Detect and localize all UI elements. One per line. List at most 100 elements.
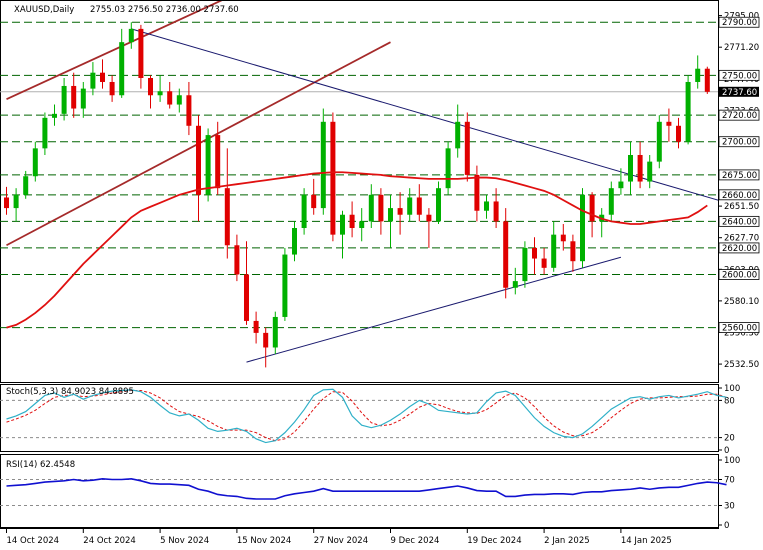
candle-body <box>378 194 384 222</box>
candle-body <box>109 81 115 96</box>
current-price-label: 2737.60 <box>722 88 757 98</box>
ohlc-header: 2755.03 2756.50 2736.00 2737.60 <box>90 5 239 15</box>
rsi-title: RSI(14) 62.4548 <box>6 460 75 470</box>
moving-average-line <box>6 171 708 329</box>
price-tick-label: 2651.50 <box>724 202 759 212</box>
level-price-label: 2720.00 <box>722 111 757 121</box>
level-price-box <box>718 215 760 227</box>
date-tick-label: 9 Dec 2024 <box>391 536 440 546</box>
candle-body <box>119 42 125 96</box>
candle-body <box>23 176 29 195</box>
candle-body <box>474 174 480 211</box>
candle-body <box>148 77 153 96</box>
candle-body <box>42 117 48 149</box>
candle-body <box>244 274 249 321</box>
stoch-tick-label: 20 <box>724 434 735 444</box>
candle-body <box>253 320 259 333</box>
date-tick-label: 5 Nov 2024 <box>160 536 209 546</box>
candle-body <box>628 154 633 182</box>
candle-body <box>416 197 422 215</box>
candle-body <box>426 214 432 222</box>
rsi-tick-label: 30 <box>724 502 735 512</box>
date-tick-label: 27 Nov 2024 <box>314 536 368 546</box>
candle-body <box>263 332 269 348</box>
candle-body <box>637 154 643 182</box>
candle-body <box>292 228 297 255</box>
level-price-box <box>718 322 760 333</box>
candle-body <box>311 194 317 209</box>
candle-body <box>551 234 557 268</box>
candle-body <box>320 121 326 209</box>
symbol-header: XAUUSD,Daily <box>14 5 74 15</box>
candle-body <box>666 121 672 126</box>
candle-body <box>215 135 221 189</box>
stoch-k-line <box>6 388 727 444</box>
candle-body <box>138 28 144 78</box>
candle-body <box>512 281 518 288</box>
candle-body <box>234 245 240 275</box>
level-price-box <box>718 269 760 280</box>
candle-body <box>272 316 278 348</box>
level-price-box <box>718 16 760 28</box>
level-price-box <box>718 169 760 181</box>
rsi-tick-label: 100 <box>724 456 740 466</box>
candle-body <box>676 125 681 142</box>
candle-body <box>205 135 211 195</box>
price-tick-label: 2795.00 <box>724 12 759 22</box>
date-tick-label: 19 Dec 2024 <box>467 536 521 546</box>
descending-trendline <box>131 28 718 201</box>
candle-body <box>704 68 710 92</box>
candle-body <box>685 81 691 142</box>
candle-body <box>349 214 355 229</box>
rsi-tick-label: 70 <box>724 476 735 486</box>
level-price-label: 2750.00 <box>722 71 757 81</box>
current-price-box <box>719 86 759 97</box>
date-tick-label: 24 Oct 2024 <box>83 536 136 546</box>
candle-body <box>128 28 134 43</box>
candle-body <box>580 194 585 262</box>
candle-body <box>176 95 182 105</box>
candle-body <box>90 72 96 89</box>
candle-body <box>464 121 470 175</box>
level-price-label: 2700.00 <box>722 138 757 148</box>
candle-body <box>359 221 365 229</box>
level-price-label: 2560.00 <box>722 324 757 334</box>
candle-body <box>32 148 38 177</box>
candle-body <box>695 68 701 82</box>
candle-body <box>493 201 499 222</box>
price-tick-label: 2771.20 <box>724 43 759 53</box>
candle-body <box>340 214 345 235</box>
stoch-d-line <box>6 389 727 442</box>
candle-body <box>301 194 307 229</box>
candle-body <box>445 148 451 189</box>
candle-body <box>436 188 441 222</box>
level-price-box <box>718 136 760 148</box>
level-price-label: 2660.00 <box>722 191 757 201</box>
candle-body <box>484 201 489 211</box>
candle-body <box>4 197 9 209</box>
candle-body <box>100 72 105 82</box>
level-price-label: 2640.00 <box>722 217 757 227</box>
stoch-tick-label: 80 <box>724 396 735 406</box>
stoch-panel-frame <box>0 384 719 452</box>
rsi-line <box>6 478 727 500</box>
level-price-label: 2790.00 <box>722 18 757 28</box>
level-price-label: 2675.00 <box>722 171 757 181</box>
level-price-box <box>718 189 760 201</box>
candle-body <box>397 208 403 215</box>
level-price-box <box>718 242 760 254</box>
candle-body <box>656 121 662 162</box>
candle-body <box>224 188 230 246</box>
rsi-tick-label: 0 <box>724 521 729 531</box>
candle-body <box>282 254 288 317</box>
stoch-tick-label: 100 <box>724 384 740 394</box>
candle-body <box>52 113 57 118</box>
candle-body <box>167 91 173 105</box>
candle-body <box>503 221 509 288</box>
candle-body <box>13 194 19 209</box>
candle-body <box>80 88 86 109</box>
candle-body <box>589 194 595 222</box>
date-tick-label: 14 Jan 2025 <box>621 536 672 546</box>
candle-body <box>157 91 163 96</box>
